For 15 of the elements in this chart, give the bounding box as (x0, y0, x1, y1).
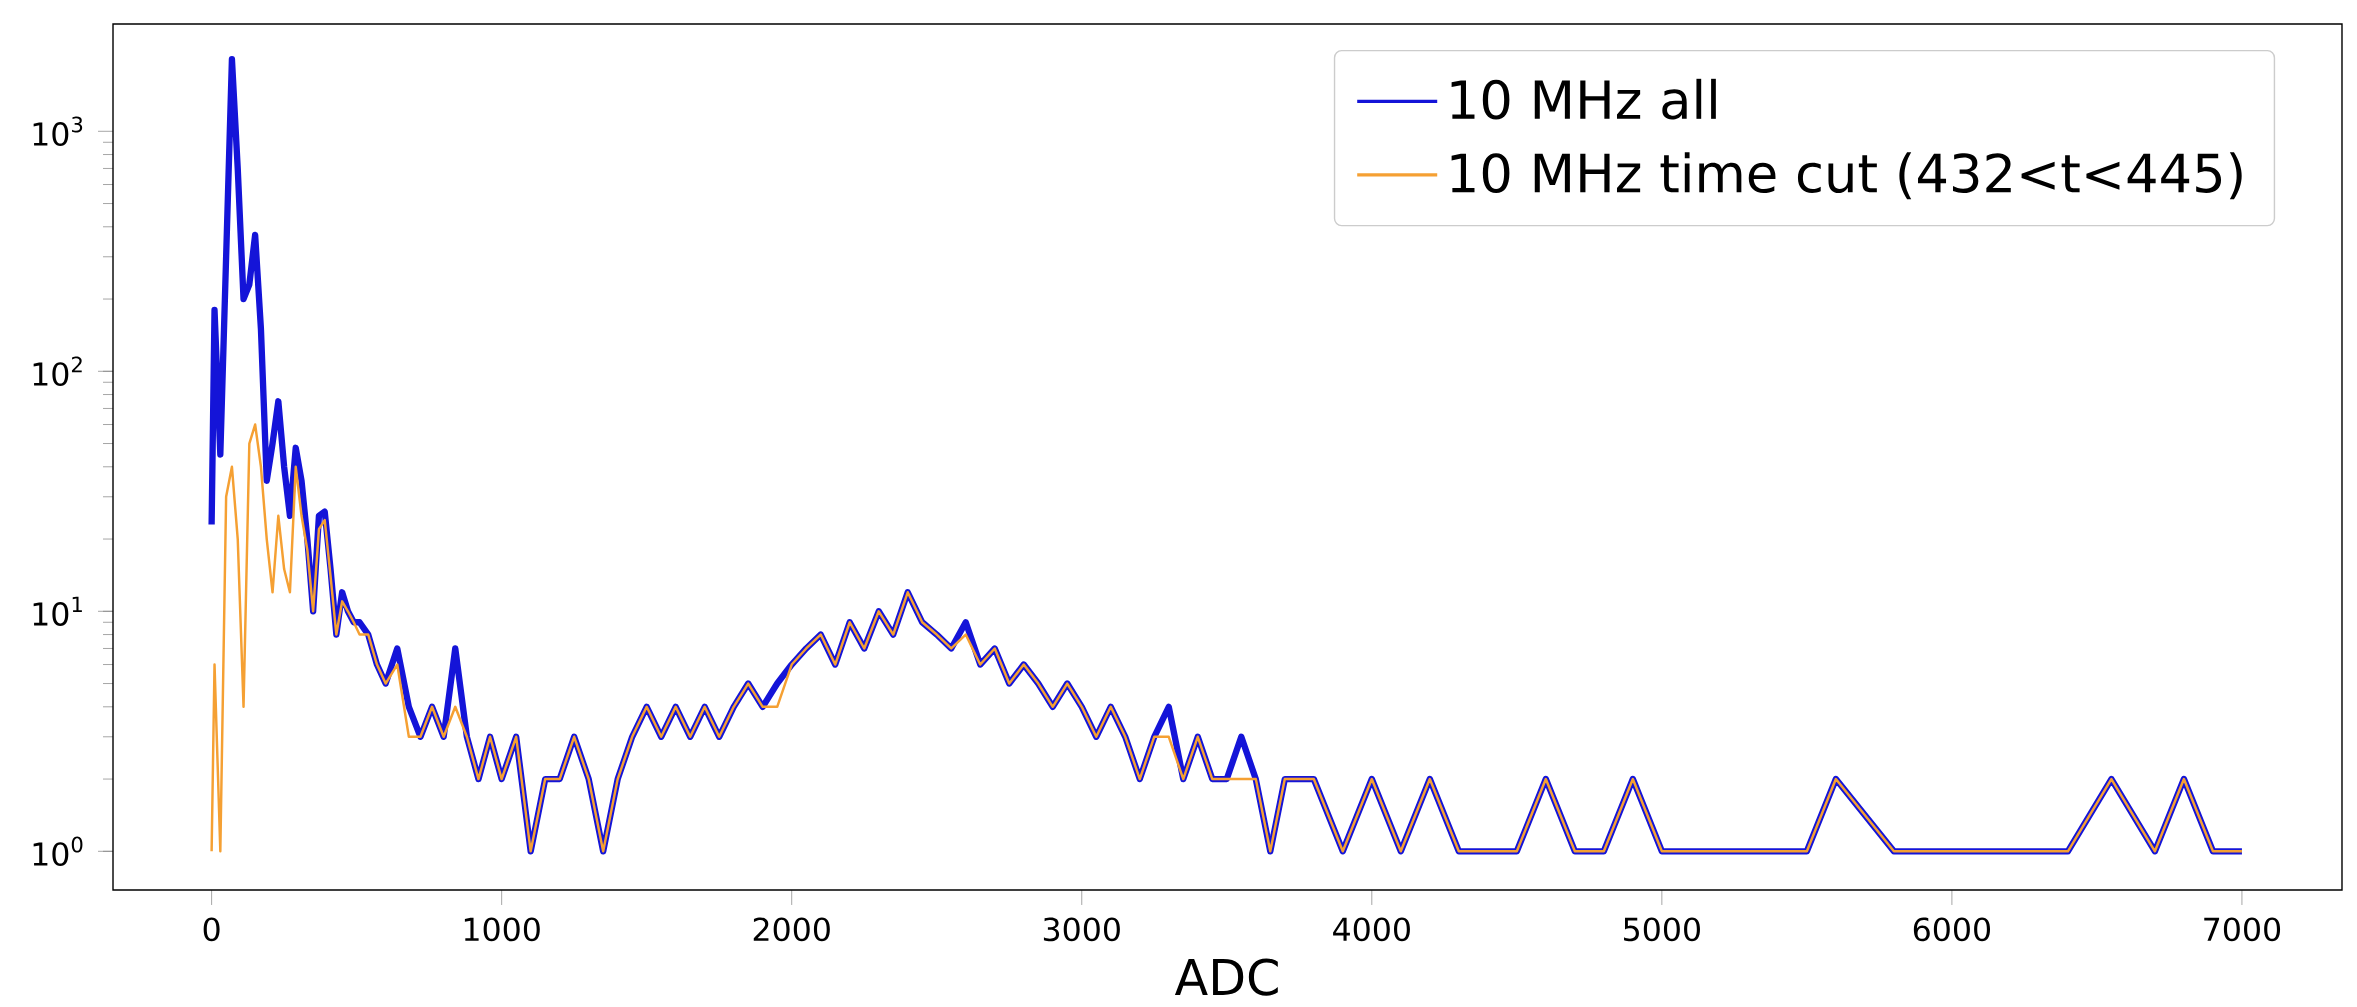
x-tick-label: 4000 (1333, 917, 1410, 942)
legend-label: 10 MHz all (1451, 78, 1716, 120)
x-tick-label: 5000 (1624, 917, 1700, 942)
x-tick-label: 2000 (753, 917, 830, 942)
y-tick-label: 10$^{1}$ (33, 596, 82, 626)
y-tick-label: 10$^{0}$ (33, 836, 83, 866)
x-tick-label: 1000 (464, 917, 540, 942)
legend-label: 10 MHz time cut (432<t<445) (1451, 152, 2242, 200)
x-tick-label: 3000 (1043, 917, 1120, 942)
x-tick-label: 6000 (1913, 917, 1991, 942)
y-tick-label: 10$^{3}$ (33, 116, 83, 146)
x-axis-title: ADC (1174, 958, 1278, 996)
x-tick-label: 0 (203, 917, 220, 942)
y-tick-label: 10$^{2}$ (33, 356, 82, 386)
x-tick-label: 7000 (2204, 917, 2281, 942)
